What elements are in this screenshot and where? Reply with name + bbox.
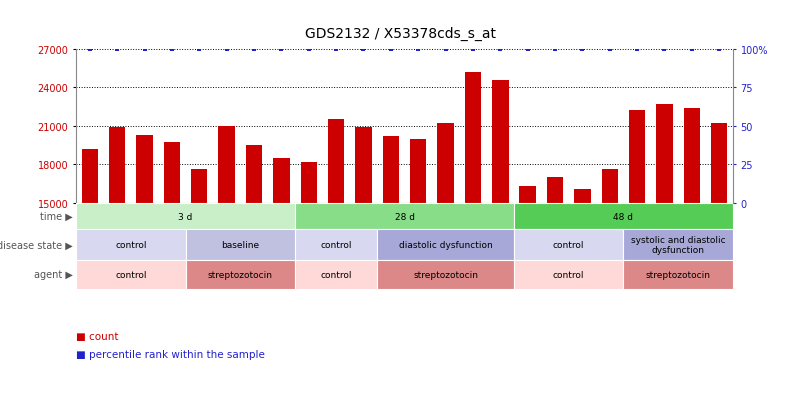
Bar: [76, 203, 295, 230]
Bar: [410, 139, 426, 203]
Text: agent ▶: agent ▶: [34, 270, 73, 280]
Bar: [246, 146, 262, 203]
Bar: [514, 230, 623, 261]
Bar: [383, 137, 399, 203]
Text: control: control: [553, 271, 585, 279]
Text: diastolic dysfunction: diastolic dysfunction: [399, 241, 493, 249]
Text: streptozotocin: streptozotocin: [646, 271, 710, 279]
Bar: [711, 124, 727, 203]
Bar: [623, 230, 733, 261]
Bar: [683, 109, 700, 203]
Bar: [186, 230, 295, 261]
Text: control: control: [115, 241, 147, 249]
Text: time ▶: time ▶: [40, 211, 73, 221]
Bar: [219, 126, 235, 203]
Bar: [437, 124, 453, 203]
Bar: [186, 261, 295, 289]
Bar: [295, 230, 377, 261]
Bar: [76, 261, 186, 289]
Text: baseline: baseline: [221, 241, 260, 249]
Bar: [328, 120, 344, 203]
Bar: [465, 73, 481, 203]
Text: control: control: [115, 271, 147, 279]
Bar: [82, 150, 98, 203]
Text: streptozotocin: streptozotocin: [413, 271, 478, 279]
Bar: [109, 128, 126, 203]
Bar: [514, 203, 733, 230]
Text: systolic and diastolic
dysfunction: systolic and diastolic dysfunction: [631, 235, 726, 255]
Text: 28 d: 28 d: [395, 212, 414, 221]
Bar: [377, 230, 514, 261]
Bar: [136, 135, 153, 203]
Text: 48 d: 48 d: [614, 212, 634, 221]
Bar: [629, 111, 646, 203]
Bar: [273, 159, 290, 203]
Text: ■ percentile rank within the sample: ■ percentile rank within the sample: [76, 349, 265, 359]
Bar: [76, 230, 186, 261]
Bar: [602, 170, 618, 203]
Bar: [377, 261, 514, 289]
Text: disease state ▶: disease state ▶: [0, 240, 73, 250]
Text: control: control: [320, 271, 352, 279]
Bar: [191, 170, 207, 203]
Bar: [547, 178, 563, 203]
Bar: [514, 261, 623, 289]
Text: 3 d: 3 d: [179, 212, 193, 221]
Bar: [356, 128, 372, 203]
Bar: [163, 143, 180, 203]
Text: GDS2132 / X53378cds_s_at: GDS2132 / X53378cds_s_at: [305, 27, 496, 41]
Text: control: control: [320, 241, 352, 249]
Bar: [574, 189, 590, 203]
Bar: [656, 104, 673, 203]
Text: ■ count: ■ count: [76, 331, 119, 341]
Bar: [492, 80, 509, 203]
Bar: [295, 261, 377, 289]
Bar: [623, 261, 733, 289]
Bar: [519, 187, 536, 203]
Bar: [295, 203, 514, 230]
Text: control: control: [553, 241, 585, 249]
Bar: [300, 162, 317, 203]
Text: streptozotocin: streptozotocin: [207, 271, 273, 279]
